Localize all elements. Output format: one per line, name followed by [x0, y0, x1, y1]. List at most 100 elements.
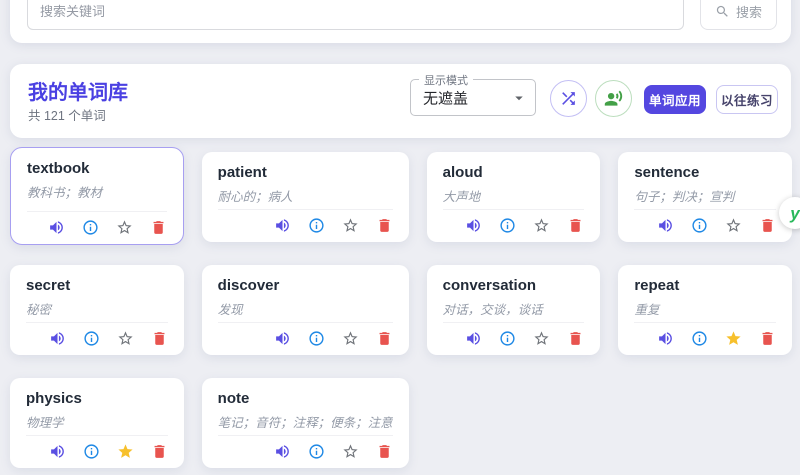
info-button[interactable]	[308, 217, 325, 234]
card-actions	[634, 322, 776, 347]
star-button[interactable]	[342, 443, 359, 460]
word-card[interactable]: repeat 重复	[618, 265, 792, 355]
card-actions	[26, 435, 168, 460]
star-outline-icon	[118, 331, 133, 345]
card-actions	[634, 209, 776, 234]
search-button[interactable]: 搜索	[700, 0, 777, 30]
info-button[interactable]	[83, 443, 100, 460]
search-input[interactable]	[27, 0, 684, 30]
word-card[interactable]: physics 物理学	[10, 378, 184, 468]
audio-button[interactable]	[274, 217, 291, 234]
star-outline-icon	[534, 331, 549, 345]
delete-button[interactable]	[150, 219, 167, 236]
shuffle-icon	[562, 92, 575, 105]
word-text: discover	[217, 277, 280, 294]
audio-button[interactable]	[465, 217, 482, 234]
delete-button[interactable]	[567, 330, 584, 347]
star-outline-icon	[343, 444, 358, 458]
star-button[interactable]	[533, 217, 550, 234]
voice-practice-button[interactable]	[595, 80, 632, 117]
display-mode-select[interactable]: 显示模式 无遮盖	[410, 72, 536, 116]
word-card[interactable]: secret 秘密	[10, 265, 184, 355]
audio-button[interactable]	[657, 330, 674, 347]
word-grid: textbook 教科书；教材	[10, 147, 792, 468]
trash-icon	[762, 219, 773, 232]
star-button[interactable]	[117, 330, 134, 347]
audio-button[interactable]	[48, 219, 65, 236]
word-text: repeat	[634, 277, 680, 294]
trash-icon	[154, 332, 165, 345]
info-button[interactable]	[499, 217, 516, 234]
info-button[interactable]	[308, 443, 325, 460]
word-card[interactable]: discover 发现	[201, 265, 409, 355]
word-card[interactable]: note 笔记；音符；注释；便条；注意	[201, 378, 409, 468]
info-icon	[500, 218, 515, 233]
speaker-icon	[49, 221, 63, 234]
extension-badge[interactable]: y	[779, 197, 800, 229]
card-actions	[217, 435, 393, 460]
star-button[interactable]	[533, 330, 550, 347]
audio-button[interactable]	[49, 443, 66, 460]
delete-button[interactable]	[759, 330, 776, 347]
info-button[interactable]	[83, 330, 100, 347]
word-definition: 句子；判决；宣判	[634, 190, 735, 204]
info-button[interactable]	[499, 330, 516, 347]
audio-button[interactable]	[274, 330, 291, 347]
word-card[interactable]: aloud 大声地	[426, 152, 601, 242]
star-outline-icon	[726, 218, 741, 232]
info-button[interactable]	[308, 330, 325, 347]
star-button[interactable]	[342, 330, 359, 347]
audio-button[interactable]	[274, 443, 291, 460]
info-button[interactable]	[82, 219, 99, 236]
speaker-icon	[659, 332, 672, 345]
delete-button[interactable]	[151, 443, 168, 460]
info-button[interactable]	[691, 217, 708, 234]
trash-icon	[153, 221, 164, 234]
info-icon	[84, 444, 99, 459]
word-text: patient	[217, 164, 267, 181]
delete-button[interactable]	[759, 217, 776, 234]
audio-button[interactable]	[657, 217, 674, 234]
word-definition: 笔记；音符；注释；便条；注意	[217, 416, 393, 430]
delete-button[interactable]	[151, 330, 168, 347]
search-bar-card: 搜索	[10, 0, 791, 43]
word-text: secret	[26, 277, 71, 294]
word-card[interactable]: patient 耐心的；病人	[201, 152, 409, 242]
info-icon	[692, 331, 707, 346]
card-actions	[442, 209, 585, 234]
trash-icon	[379, 445, 390, 458]
word-card[interactable]: conversation 对话，交谈，谈话	[426, 265, 601, 355]
star-outline-icon	[534, 218, 549, 232]
info-icon	[500, 331, 515, 346]
star-button[interactable]	[342, 217, 359, 234]
audio-button[interactable]	[465, 330, 482, 347]
word-card[interactable]: textbook 教科书；教材	[10, 147, 184, 245]
word-text: sentence	[634, 164, 700, 181]
trash-icon	[154, 445, 165, 458]
speaker-icon	[659, 219, 672, 232]
word-text: aloud	[442, 164, 483, 181]
star-button[interactable]	[116, 219, 133, 236]
word-app-button[interactable]: 单词应用	[644, 85, 706, 114]
delete-button[interactable]	[376, 217, 393, 234]
info-button[interactable]	[691, 330, 708, 347]
delete-button[interactable]	[376, 330, 393, 347]
past-practice-button[interactable]: 以往练习	[716, 85, 778, 114]
chevron-down-icon	[515, 96, 523, 100]
word-text: physics	[26, 390, 82, 407]
delete-button[interactable]	[567, 217, 584, 234]
star-outline-icon	[343, 331, 358, 345]
word-definition: 发现	[217, 303, 243, 317]
voice-person-icon	[604, 90, 623, 106]
trash-icon	[570, 332, 581, 345]
library-header-card: 我的单词库 共 121 个单词 显示模式 无遮盖 单词应用 以往练习	[10, 64, 791, 138]
delete-button[interactable]	[376, 443, 393, 460]
shuffle-button[interactable]	[550, 80, 587, 117]
audio-button[interactable]	[49, 330, 66, 347]
word-card[interactable]: sentence 句子；判决；宣判	[618, 152, 792, 242]
word-text: note	[217, 390, 250, 407]
page-title: 我的单词库	[28, 82, 128, 104]
star-button[interactable]	[725, 330, 742, 347]
star-button[interactable]	[725, 217, 742, 234]
star-button[interactable]	[117, 443, 134, 460]
